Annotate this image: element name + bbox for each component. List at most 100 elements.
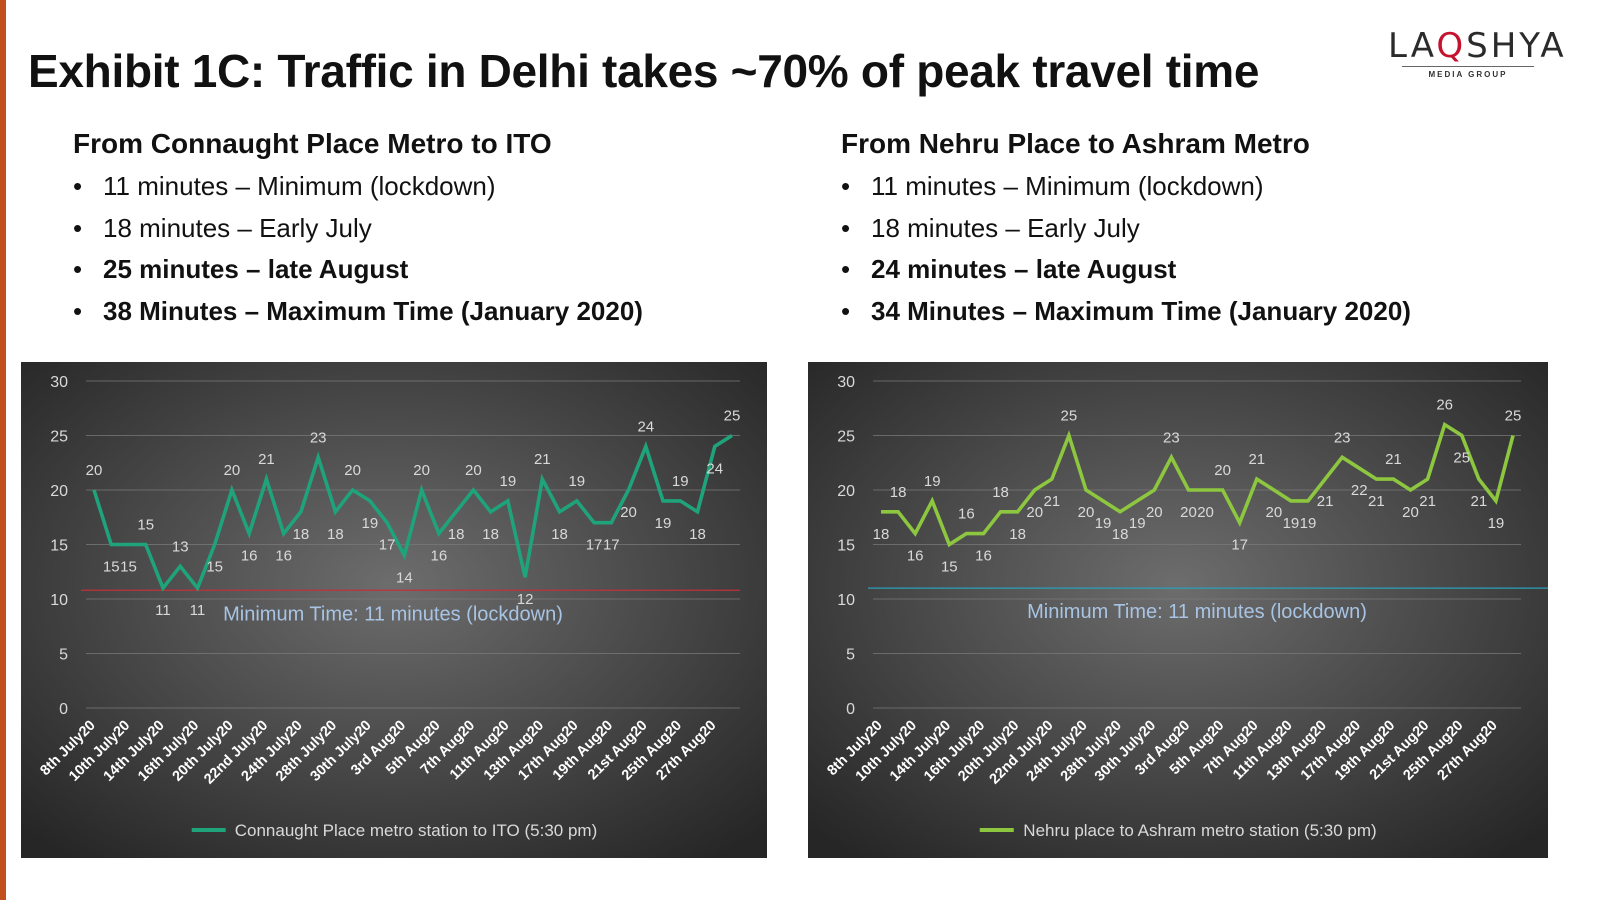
data-label: 25	[1453, 450, 1470, 467]
data-label: 21	[1368, 493, 1385, 510]
data-label: 20	[1146, 504, 1163, 521]
data-label: 17	[379, 537, 396, 554]
data-label: 21	[1317, 493, 1334, 510]
data-label: 19	[655, 515, 672, 532]
data-label: 18	[293, 526, 310, 543]
minimum-time-annotation: Minimum Time: 11 minutes (lockdown)	[223, 603, 563, 625]
data-label: 19	[1488, 515, 1505, 532]
data-label: 24	[706, 460, 723, 477]
y-tick-label: 30	[50, 374, 68, 391]
data-label: 21	[1043, 493, 1060, 510]
data-label: 18	[1009, 526, 1026, 543]
data-label: 20	[465, 462, 482, 479]
data-label: 18	[551, 526, 568, 543]
logo-rule	[1402, 66, 1534, 67]
data-label: 22	[1351, 482, 1368, 499]
chart-background	[21, 362, 767, 858]
data-label: 26	[1436, 397, 1453, 414]
y-tick-label: 20	[50, 483, 68, 500]
data-label: 19	[1300, 515, 1317, 532]
data-label: 16	[275, 548, 292, 565]
data-label: 20	[344, 462, 361, 479]
data-label: 19	[499, 473, 516, 490]
route-heading: From Connaught Place Metro to ITO	[73, 128, 552, 159]
data-label: 25	[1505, 408, 1522, 425]
data-label: 16	[975, 548, 992, 565]
series-line	[881, 421, 1515, 548]
line-chart-nehru: 0510152025301818161915161618182021252019…	[808, 362, 1548, 858]
logo-tagline: MEDIA GROUP	[1428, 70, 1508, 79]
left-accent-bar	[0, 0, 6, 900]
data-label: 25	[1061, 408, 1078, 425]
data-label: 16	[241, 548, 258, 565]
data-label: 18	[873, 526, 890, 543]
data-label: 12	[517, 591, 534, 608]
y-tick-label: 15	[50, 538, 68, 555]
legend-label: Connaught Place metro station to ITO (5:…	[235, 821, 598, 840]
bullet-item: 38 Minutes – Maximum Time (January 2020)	[73, 291, 643, 333]
data-label: 19	[1283, 515, 1300, 532]
chart-panel-connaught: 0 5 10 15 20 25 30 20 15 15 15 11 13 11 15 20 16 21 16 18 23…	[21, 362, 767, 858]
series-line	[92, 433, 733, 592]
data-label: 18	[689, 526, 706, 543]
data-label: 19	[1095, 515, 1112, 532]
data-label: 16	[431, 548, 448, 565]
legend-label: Nehru place to Ashram metro station (5:3…	[1023, 821, 1376, 840]
data-label: 21	[1419, 493, 1436, 510]
route-bullets: 11 minutes – Minimum (lockdown) 18 minut…	[841, 166, 1411, 332]
data-label: 19	[362, 515, 379, 532]
data-label: 20	[1180, 504, 1197, 521]
data-label: 15	[137, 517, 154, 534]
data-label: 20	[1026, 504, 1043, 521]
data-label: 18	[890, 484, 907, 501]
data-label: 20	[1197, 504, 1214, 521]
data-label: 16	[907, 548, 924, 565]
data-label: 17	[586, 537, 603, 554]
data-label: 20	[620, 504, 637, 521]
bullet-item: 11 minutes – Minimum (lockdown)	[841, 166, 1411, 208]
minimum-time-annotation: Minimum Time: 11 minutes (lockdown)	[1027, 601, 1367, 623]
data-label: 19	[924, 473, 941, 490]
data-label: 21	[534, 451, 551, 468]
data-label: 23	[310, 429, 327, 446]
data-label: 16	[958, 506, 975, 523]
data-label: 13	[172, 538, 189, 555]
y-tick-label: 5	[59, 647, 68, 664]
y-tick-label: 10	[50, 592, 68, 609]
y-tick-label: 30	[837, 374, 855, 391]
bullet-item: 18 minutes – Early July	[73, 208, 643, 250]
data-label: 23	[1163, 429, 1180, 446]
y-tick-label: 0	[846, 701, 855, 718]
bullet-item: 18 minutes – Early July	[841, 208, 1411, 250]
data-label: 19	[568, 473, 585, 490]
route-bullets: 11 minutes – Minimum (lockdown) 18 minut…	[73, 166, 643, 332]
route-info-nehru: From Nehru Place to Ashram Metro 11 minu…	[841, 128, 1411, 332]
data-label: 15	[941, 559, 958, 576]
data-label: 24	[637, 418, 654, 435]
data-label: 18	[448, 526, 465, 543]
bullet-item: 34 Minutes – Maximum Time (January 2020)	[841, 291, 1411, 333]
data-label: 20	[1402, 504, 1419, 521]
y-tick-label: 5	[846, 647, 855, 664]
data-label: 20	[1266, 504, 1283, 521]
data-label: 14	[396, 569, 413, 586]
data-label: 18	[327, 526, 344, 543]
y-tick-label: 10	[837, 592, 855, 609]
data-label: 20	[224, 462, 241, 479]
bullet-item: 24 minutes – late August	[841, 249, 1411, 291]
data-label: 19	[672, 473, 689, 490]
data-label: 20	[1214, 462, 1231, 479]
data-label: 11	[155, 602, 171, 619]
laqshya-logo: LAQSHYA MEDIA GROUP	[1388, 26, 1567, 90]
data-label: 19	[1129, 515, 1146, 532]
bullet-item: 25 minutes – late August	[73, 249, 643, 291]
logo-wordmark: LAQSHYA	[1388, 26, 1567, 66]
data-label: 20	[86, 462, 103, 479]
data-label: 18	[992, 484, 1009, 501]
data-label: 15	[206, 559, 223, 576]
data-label: 15	[103, 559, 120, 576]
y-tick-label: 0	[59, 701, 68, 718]
data-label: 25	[724, 408, 741, 425]
data-label: 21	[1470, 493, 1487, 510]
